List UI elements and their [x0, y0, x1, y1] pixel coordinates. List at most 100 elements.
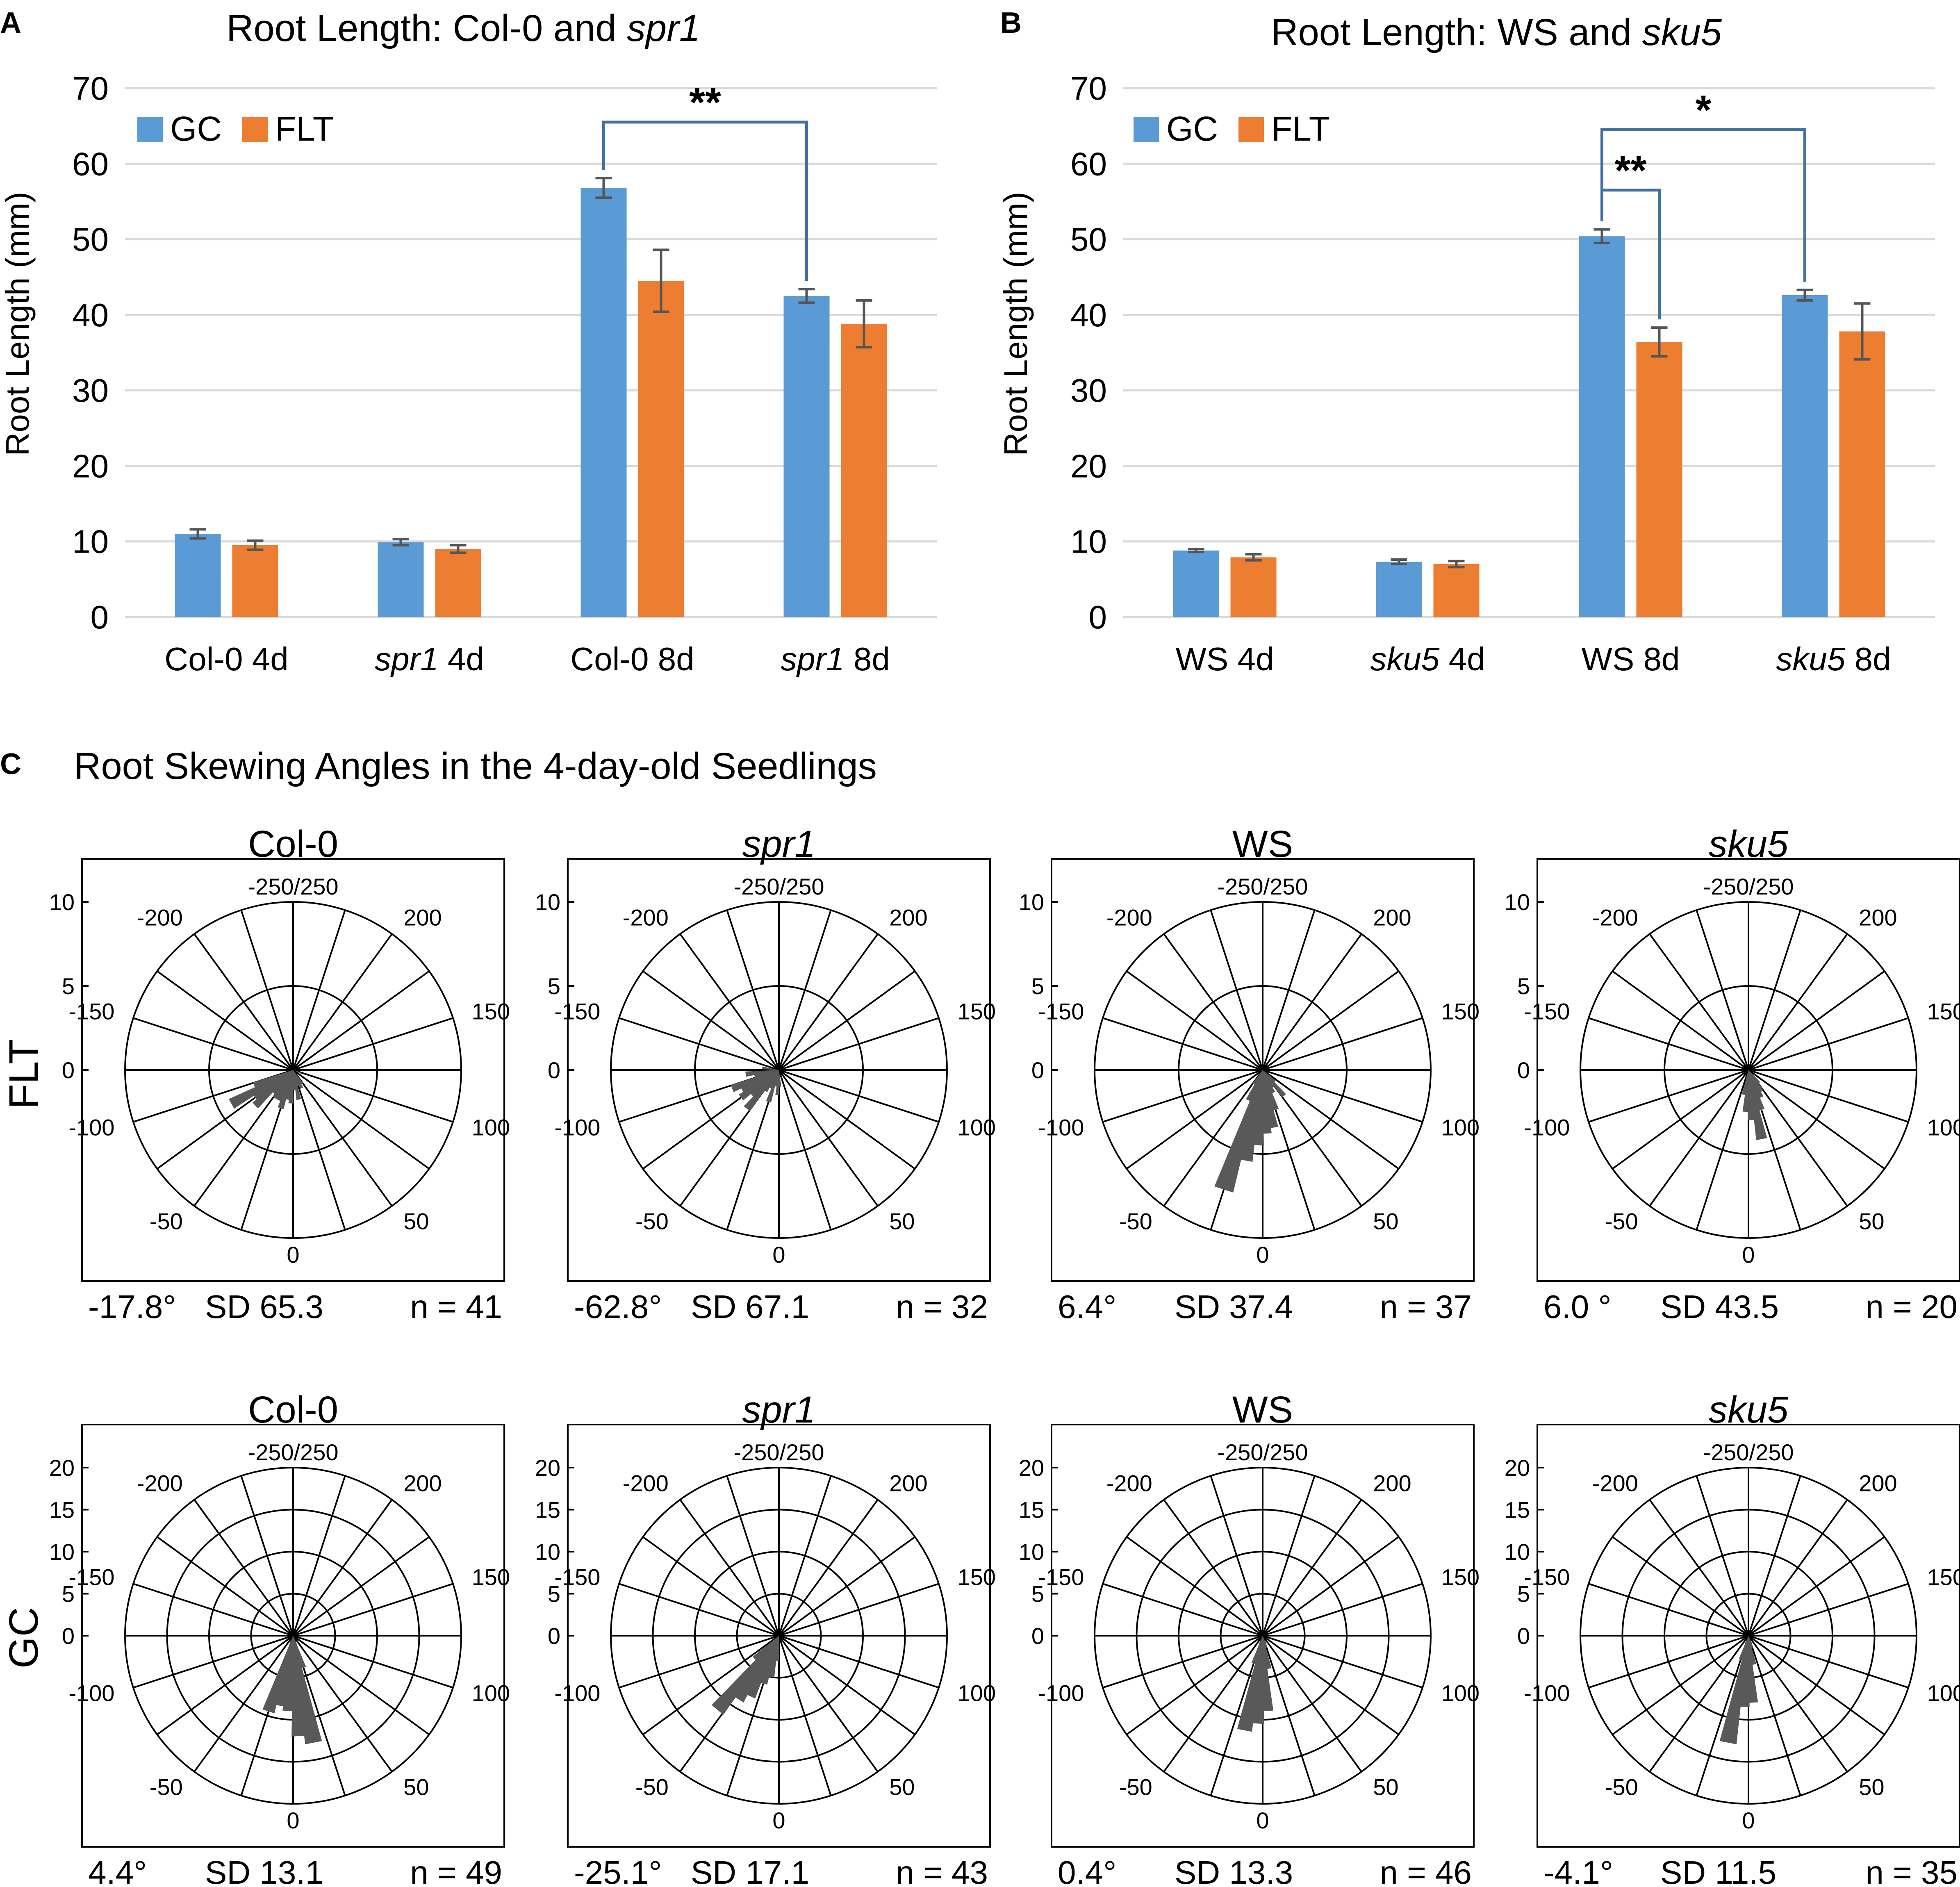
histogram-petal — [1263, 1070, 1276, 1083]
histogram-petal — [262, 1636, 293, 1714]
a-ytick-label: 10 — [72, 524, 109, 560]
radial-tick-label: 0 — [1031, 1057, 1044, 1083]
sample-size: n = 49 — [410, 1854, 502, 1887]
panel-b-letter: B — [1000, 7, 1022, 39]
category-genotype: sku5 — [1370, 641, 1439, 677]
histogram-petal — [764, 1070, 779, 1093]
histogram-petal — [288, 1070, 294, 1104]
a-bar-flt — [435, 549, 481, 617]
a-bar-flt — [841, 323, 887, 617]
histogram-petal — [1738, 1636, 1750, 1707]
angle-label: 100 — [472, 1680, 510, 1706]
angle-label: -100 — [68, 1115, 114, 1140]
histogram-petal — [744, 1070, 779, 1111]
polar-plot-flt-ws: WS-250/250200150100500-50-100-150-200105… — [1019, 823, 1480, 1325]
panel-a-significance: ** — [602, 80, 808, 281]
b-category-label: sku5 4d — [1370, 641, 1485, 677]
a-bar-gc — [580, 188, 627, 617]
radial-tick-label: 20 — [49, 1455, 75, 1481]
histogram-petal — [1741, 1070, 1748, 1095]
a-bar-gc — [175, 534, 221, 617]
angle-label: -250/250 — [248, 874, 338, 899]
angle-label: 200 — [403, 904, 442, 930]
angle-label: 150 — [472, 998, 510, 1024]
histogram-petal — [285, 1070, 293, 1100]
b-ytick-label: 30 — [1070, 372, 1107, 409]
histogram-petal — [293, 1070, 301, 1074]
a-error-bar — [595, 177, 612, 199]
angle-label: 50 — [1373, 1209, 1398, 1234]
polar-plot-flt-spr1: spr1-250/250200150100500-50-100-150-2001… — [535, 823, 996, 1325]
b-bar-flt — [1636, 342, 1682, 617]
b-bar-flt — [1433, 564, 1480, 617]
radial-tick-label: 0 — [1031, 1623, 1044, 1649]
histogram-petal — [1739, 1636, 1748, 1660]
angle-label: -200 — [1106, 1470, 1152, 1496]
angle-label: 50 — [403, 1774, 429, 1800]
sample-size: n = 20 — [1865, 1288, 1958, 1325]
standard-deviation: SD 17.1 — [691, 1854, 809, 1887]
angle-label: 50 — [1859, 1209, 1884, 1234]
b-significance-label: ** — [1615, 148, 1647, 193]
radial-tick-label: 20 — [1019, 1455, 1044, 1481]
histogram-petal — [1742, 1070, 1749, 1112]
histogram-petal — [1261, 1636, 1273, 1712]
mean-angle: -4.1° — [1543, 1854, 1613, 1887]
polar-plot-gc-spr1: spr1-250/250200150100500-50-100-150-2002… — [535, 1389, 996, 1887]
angle-label: 100 — [472, 1115, 510, 1140]
panel-a-legend: GC FLT — [137, 109, 334, 148]
panel-a-letter: A — [0, 7, 21, 39]
angle-label: -100 — [1524, 1115, 1570, 1140]
histogram-petal — [779, 1070, 781, 1087]
radial-tick-label: 10 — [535, 1539, 560, 1565]
angle-label: -150 — [1038, 1564, 1084, 1590]
radial-tick-label: 20 — [535, 1455, 560, 1481]
angle-label: 150 — [958, 1564, 996, 1590]
panel-a-labels: 0 10 20 30 40 50 60 70 Col-0 4d spr1 4d Col-0 8d sp… — [72, 70, 890, 677]
histogram-petal — [1719, 1636, 1748, 1744]
histogram-petal — [229, 1070, 293, 1109]
angle-label: -100 — [68, 1680, 114, 1706]
angle-label: 200 — [403, 1470, 442, 1496]
a-category-label: spr1 4d — [375, 641, 484, 677]
panel-c: C Root Skewing Angles in the 4-day-old S… — [0, 745, 1960, 1887]
category-day: 4d — [1439, 641, 1485, 677]
histogram-petal — [1251, 1636, 1263, 1664]
angle-label: -100 — [554, 1680, 600, 1706]
angle-label: -200 — [1592, 1470, 1638, 1496]
radial-tick-label: 5 — [548, 1581, 560, 1607]
a-ytick-label: 30 — [72, 372, 109, 409]
panel-b-bars — [1173, 228, 1885, 617]
a-bar-gc — [378, 542, 424, 617]
a-ytick-label: 50 — [72, 221, 109, 258]
a-ytick-label: 70 — [72, 70, 109, 107]
panel-b-title: Root Length: WS and sku5 — [1271, 11, 1722, 53]
radial-tick-label: 10 — [1019, 1539, 1044, 1565]
b-ytick-label: 40 — [1070, 297, 1107, 333]
angle-label: -250/250 — [1703, 1439, 1794, 1465]
panel-a: A Root Length: Col-0 and spr1 Root Lengt… — [0, 7, 937, 677]
histogram-petal — [276, 1070, 293, 1102]
histogram-petal — [759, 1636, 779, 1685]
b-category-label: WS 8d — [1581, 641, 1680, 677]
radial-tick-label: 0 — [1517, 1057, 1530, 1083]
a-error-bar — [392, 538, 409, 546]
angle-label: -150 — [554, 1564, 600, 1590]
sample-size: n = 43 — [896, 1854, 988, 1887]
b-ytick-label: 0 — [1089, 599, 1107, 635]
radial-tick-label: 0 — [62, 1057, 75, 1083]
b-error-bar — [1854, 302, 1871, 361]
category-text: Col-0 8d — [570, 641, 694, 677]
angle-label: 200 — [889, 1470, 927, 1496]
angle-label: 50 — [1859, 1774, 1884, 1800]
histogram-petal — [1246, 1070, 1263, 1102]
panel-b: B Root Length: WS and sku5 Root Length (… — [997, 7, 1935, 677]
angle-label: -100 — [1038, 1680, 1084, 1706]
b-bar-gc — [1782, 295, 1828, 617]
histogram-petal — [767, 1636, 779, 1678]
angle-label: -150 — [1038, 998, 1084, 1024]
category-day: 4d — [439, 641, 484, 677]
angle-label: 200 — [1859, 1470, 1897, 1496]
a-ytick-label: 40 — [72, 297, 109, 333]
angle-label: 100 — [1927, 1680, 1960, 1706]
